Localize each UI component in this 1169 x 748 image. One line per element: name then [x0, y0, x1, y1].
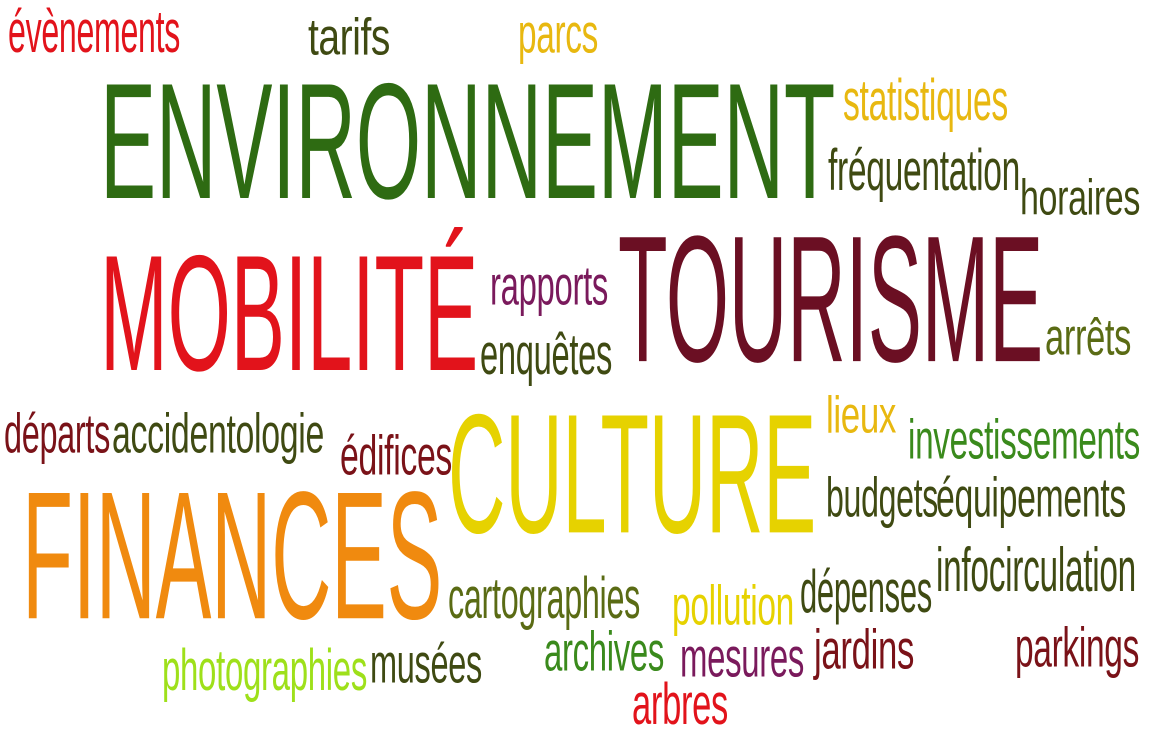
word-departs: départs [4, 401, 110, 465]
word-tarifs: tarifs [308, 8, 391, 67]
word-pollution: pollution [672, 573, 795, 637]
word-arbres: arbres [632, 672, 729, 737]
word-arrets: arrêts [1045, 308, 1132, 367]
word-mesures: mesures [680, 625, 804, 689]
word-equipements: équipements [936, 465, 1126, 529]
word-archives: archives [544, 619, 665, 683]
word-edifices: édifices [340, 423, 452, 487]
word-jardins: jardins [814, 617, 915, 681]
word-infocirculation: infocirculation [936, 535, 1136, 606]
word-depenses: dépenses [800, 557, 933, 626]
word-budgets: budgets [826, 465, 938, 529]
word-parkings: parkings [1015, 615, 1140, 679]
word-musees: musées [370, 631, 483, 695]
word-finances: FINANCES [22, 454, 443, 658]
word-environnement: ENVIRONNEMENT [100, 50, 836, 234]
word-tourisme: TOURISME [618, 199, 1043, 401]
word-frequentation: fréquentation [828, 138, 1021, 203]
word-horaires: horaires [1020, 168, 1140, 226]
word-mobilite: MOBILITÉ [100, 222, 478, 406]
word-lieux: lieux [826, 386, 896, 445]
word-statistiques: statistiques [843, 68, 1008, 133]
word-rapports: rapports [490, 253, 609, 317]
word-cartographies: cartographies [448, 566, 640, 631]
word-evenements: évènements [8, 0, 181, 66]
word-accidentologie: accidentologie [112, 401, 324, 465]
word-photographies: photographies [162, 638, 368, 703]
word-enquetes: enquêtes [480, 322, 613, 387]
word-parcs: parcs [518, 1, 599, 65]
word-investissements: investissements [908, 407, 1141, 471]
word-culture: CULTURE [448, 379, 816, 570]
